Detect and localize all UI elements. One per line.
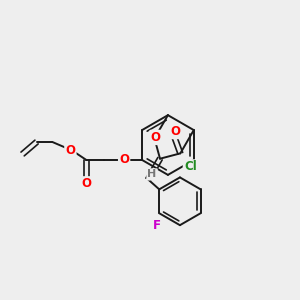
Text: O: O (119, 154, 129, 166)
Text: O: O (170, 125, 180, 138)
Text: Cl: Cl (184, 160, 197, 173)
Text: F: F (153, 219, 161, 232)
Text: O: O (81, 177, 91, 190)
Text: H: H (147, 169, 157, 179)
Text: O: O (65, 143, 75, 157)
Text: O: O (151, 131, 160, 144)
